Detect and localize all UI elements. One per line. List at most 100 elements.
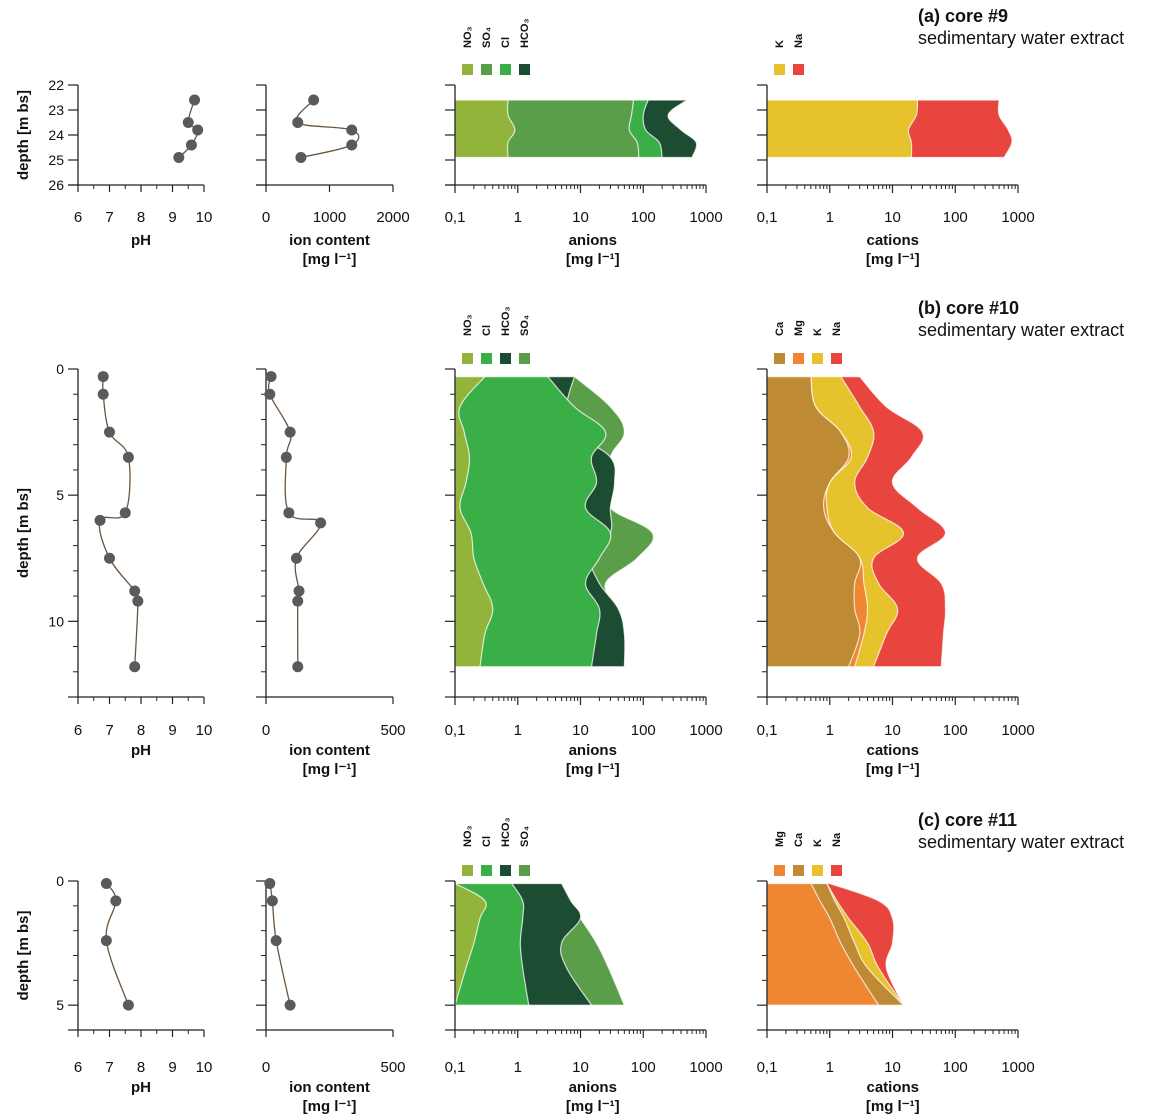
anions-legend-label-no3: NO₃: [462, 314, 474, 336]
depth-axis-label: depth [m bs]: [15, 488, 32, 578]
ion-axis-label: ion content: [289, 1079, 370, 1096]
ion-axis-label: ion content: [289, 742, 370, 759]
ph-x-tick-label: 6: [74, 1059, 82, 1076]
anions-legend-label-cl: Cl: [481, 325, 493, 336]
cations-axis-label: cations: [866, 742, 919, 759]
anions-legend-label-so4: SO₄: [519, 315, 531, 336]
depth-axis-label: depth [m bs]: [15, 911, 32, 1001]
anions-legend-swatch-no3: [462, 353, 473, 364]
anions-legend-label-hco3: HCO₃: [500, 817, 512, 847]
anions-x-tick-label: 100: [631, 722, 656, 739]
ion-profile-line: [267, 376, 322, 667]
anions-x-tick-label: 100: [631, 1059, 656, 1076]
cations-legend-label-na: Na: [793, 33, 805, 48]
ph-axis-label: pH: [131, 742, 151, 759]
anions-legend-swatch-cl: [481, 865, 492, 876]
cations-x-tick-label: 0,1: [757, 209, 778, 226]
depth-tick-label: 26: [48, 177, 64, 193]
anions-x-tick-label: 1: [514, 722, 522, 739]
ion-data-point: [293, 585, 305, 597]
ph-x-tick-label: 7: [105, 209, 113, 226]
ph-x-tick-label: 10: [196, 209, 213, 226]
ion-data-point: [284, 426, 296, 438]
anions-legend-swatch-no3: [462, 64, 473, 75]
ion-x-tick-label: 0: [262, 722, 270, 739]
anions-x-tick-label: 100: [631, 209, 656, 226]
ph-x-tick-label: 7: [105, 1059, 113, 1076]
cations-x-tick-label: 0,1: [757, 1059, 778, 1076]
ph-profile-line: [105, 883, 130, 1006]
anions-x-tick-label: 10: [572, 1059, 589, 1076]
panel-title: (c) core #11: [918, 810, 1017, 830]
ph-data-point: [132, 595, 144, 607]
cations-x-tick-label: 10: [884, 722, 901, 739]
cations-legend-swatch-mg: [793, 353, 804, 364]
anions-legend-swatch-so4: [519, 865, 530, 876]
anions-area-cl: [454, 376, 612, 668]
ph-data-point: [97, 388, 109, 400]
cations-legend-label-k: K: [812, 839, 824, 847]
anions-legend-swatch-cl: [481, 353, 492, 364]
cations-legend-label-k: K: [774, 40, 786, 48]
anions-axis-label: anions: [569, 1079, 617, 1096]
ph-data-point: [129, 661, 141, 673]
anions-x-tick-label: 10: [572, 209, 589, 226]
ph-x-tick-label: 9: [168, 1059, 176, 1076]
anions-legend-swatch-so4: [481, 64, 492, 75]
ion-data-point: [315, 517, 327, 529]
ph-x-tick-label: 10: [196, 1059, 213, 1076]
ph-data-point: [122, 999, 134, 1011]
depth-tick-label: 22: [48, 77, 64, 93]
anions-x-tick-label: 1: [514, 209, 522, 226]
ion-x-tick-label: 0: [262, 1059, 270, 1076]
depth-tick-label: 25: [48, 152, 64, 168]
anions-legend-label-so4: SO₄: [519, 826, 531, 847]
anions-axis-unit: [mg l⁻¹]: [566, 761, 620, 778]
cations-x-tick-label: 1: [826, 722, 834, 739]
ph-data-point: [185, 139, 197, 151]
cations-axis-unit: [mg l⁻¹]: [866, 251, 920, 268]
ion-x-tick-label: 2000: [376, 209, 409, 226]
cations-legend-label-k: K: [812, 328, 824, 336]
ph-x-tick-label: 7: [105, 722, 113, 739]
cations-x-tick-label: 100: [943, 722, 968, 739]
cations-x-tick-label: 1: [826, 209, 834, 226]
cations-area-k: [766, 99, 919, 159]
ion-data-point: [292, 595, 304, 607]
depth-tick-label: 24: [48, 127, 64, 143]
ph-data-point: [119, 507, 131, 519]
ion-profile-line: [269, 883, 291, 1006]
cations-legend-label-na: Na: [831, 832, 843, 847]
ion-data-point: [264, 877, 276, 889]
ion-data-point: [292, 661, 304, 673]
anions-x-tick-label: 10: [572, 722, 589, 739]
depth-tick-label: 5: [56, 997, 64, 1013]
cations-x-tick-label: 1000: [1001, 1059, 1034, 1076]
anions-x-tick-label: 1: [514, 1059, 522, 1076]
anions-legend-label-cl: Cl: [500, 37, 512, 48]
anions-axis-label: anions: [569, 232, 617, 249]
cations-axis-label: cations: [866, 232, 919, 249]
ph-data-point: [173, 152, 185, 163]
ph-x-tick-label: 8: [137, 209, 145, 226]
anions-axis-unit: [mg l⁻¹]: [566, 1098, 620, 1115]
ion-data-point: [284, 999, 296, 1011]
anions-axis-unit: [mg l⁻¹]: [566, 251, 620, 268]
ion-data-point: [270, 935, 282, 947]
ion-data-point: [283, 507, 295, 519]
depth-tick-label: 0: [56, 873, 64, 889]
anions-legend-label-so4: SO₄: [481, 27, 493, 48]
depth-tick-label: 5: [56, 487, 64, 503]
cations-legend-swatch-ca: [793, 865, 804, 876]
cations-axis-unit: [mg l⁻¹]: [866, 1098, 920, 1115]
anions-area-no3: [454, 882, 487, 1006]
anions-legend-swatch-no3: [462, 865, 473, 876]
ph-x-tick-label: 6: [74, 209, 82, 226]
cations-legend-swatch-mg: [774, 865, 785, 876]
ion-axis-unit: [mg l⁻¹]: [303, 761, 357, 778]
cations-legend-label-ca: Ca: [793, 832, 805, 847]
anions-x-tick-label: 0,1: [445, 722, 466, 739]
